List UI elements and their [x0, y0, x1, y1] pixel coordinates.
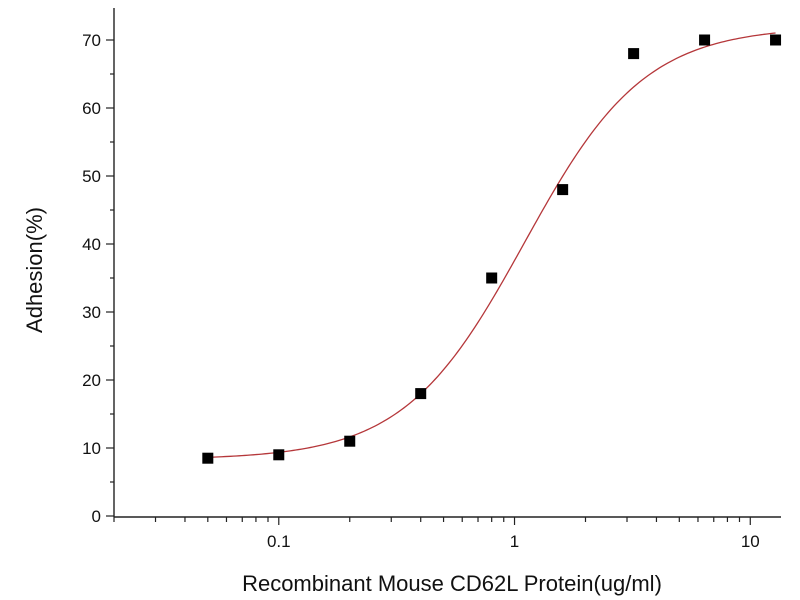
x-axis-title: Recombinant Mouse CD62L Protein(ug/ml): [242, 571, 662, 596]
y-tick-label: 50: [82, 167, 101, 186]
data-point: [699, 34, 711, 46]
y-tick-label: 40: [82, 235, 101, 254]
data-point: [486, 272, 498, 284]
data-point: [770, 34, 782, 46]
data-point: [557, 184, 569, 196]
x-tick-label: 0.1: [267, 532, 291, 551]
fit-curve: [207, 32, 776, 458]
x-tick-label: 10: [741, 532, 760, 551]
x-tick-label: 1: [510, 532, 519, 551]
data-point: [273, 449, 285, 461]
y-tick-label: 10: [82, 439, 101, 458]
data-point: [344, 435, 356, 447]
y-tick-label: 70: [82, 31, 101, 50]
y-tick-label: 30: [82, 303, 101, 322]
y-ticks: 0 10 20 30 40 50 60 70: [82, 31, 114, 526]
data-point: [415, 388, 427, 400]
y-tick-label: 60: [82, 99, 101, 118]
data-points: [202, 34, 782, 464]
y-tick-label: 0: [92, 507, 101, 526]
data-point: [202, 452, 214, 464]
data-point: [628, 48, 640, 60]
y-axis-title: Adhesion(%): [22, 207, 47, 333]
axes: [113, 8, 781, 518]
y-tick-label: 20: [82, 371, 101, 390]
x-ticks: 0.1 1 10: [113, 517, 760, 551]
